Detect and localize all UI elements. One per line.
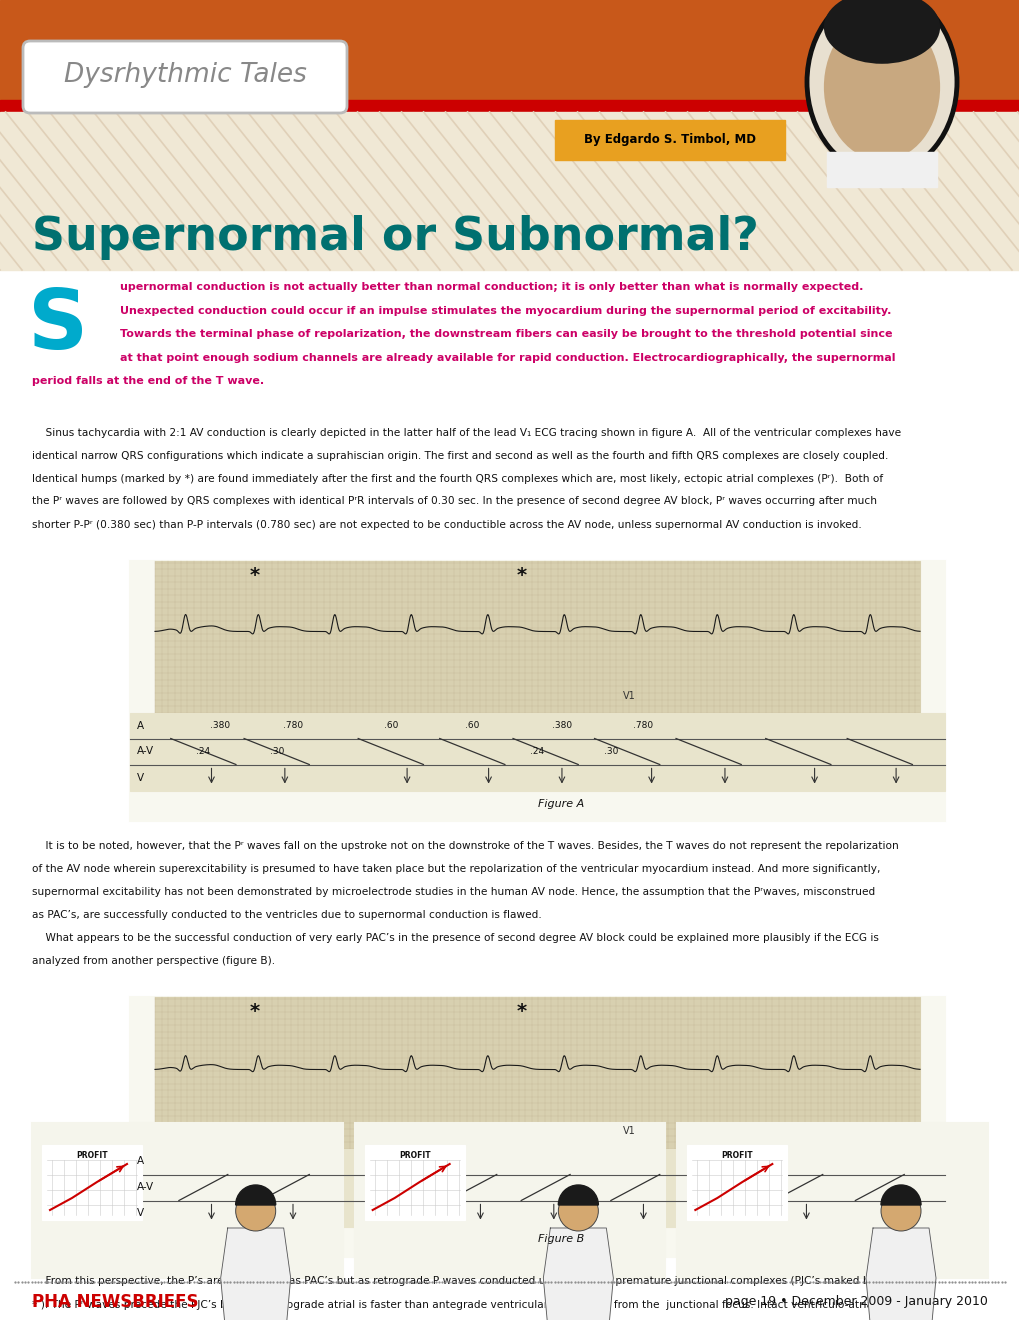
Text: What appears to be the successful conduction of very early PAC’s in the presence: What appears to be the successful conduc… (32, 932, 878, 942)
Text: .30: .30 (269, 747, 283, 756)
Text: *: * (517, 565, 527, 585)
Text: Sinus tachycardia with 2:1 AV conduction is clearly depicted in the latter half : Sinus tachycardia with 2:1 AV conduction… (32, 428, 900, 437)
Wedge shape (235, 1185, 275, 1205)
Wedge shape (557, 1185, 598, 1205)
Text: supernormal excitability has not been demonstrated by microelectrode studies in : supernormal excitability has not been de… (32, 887, 874, 896)
Wedge shape (880, 1185, 920, 1205)
Text: as PAC’s, are successfully conducted to the ventricles due to supernormal conduc: as PAC’s, are successfully conducted to … (32, 909, 541, 920)
Text: A-V: A-V (137, 1183, 154, 1192)
Bar (129, 561, 944, 821)
Bar (129, 997, 944, 1257)
Text: .380: .380 (209, 721, 229, 730)
Ellipse shape (806, 0, 956, 174)
Bar (355, 1123, 664, 1278)
Text: A-V: A-V (137, 747, 154, 756)
Bar (42, 1144, 142, 1220)
Ellipse shape (823, 13, 940, 161)
Circle shape (235, 1191, 275, 1232)
Text: PROFIT: PROFIT (76, 1151, 108, 1160)
Text: Supernormal or Subnormal?: Supernormal or Subnormal? (32, 215, 758, 260)
Text: V: V (137, 1209, 144, 1218)
Text: Identical humps (marked by *) are found immediately after the first and the four: Identical humps (marked by *) are found … (32, 474, 882, 483)
Text: .24: .24 (196, 747, 210, 756)
Text: V1: V1 (623, 1126, 635, 1137)
Text: .780: .780 (633, 721, 653, 730)
Text: .780: .780 (282, 721, 303, 730)
Text: shorter P-Pʳ (0.380 sec) than P-P intervals (0.780 sec) are not expected to be c: shorter P-Pʳ (0.380 sec) than P-P interv… (32, 520, 861, 529)
Bar (0, 0, 1019, 100)
Circle shape (557, 1191, 598, 1232)
Text: period falls at the end of the T wave.: period falls at the end of the T wave. (32, 376, 264, 385)
Bar (687, 1144, 787, 1220)
Text: upernormal conduction is not actually better than normal conduction; it is only : upernormal conduction is not actually be… (120, 282, 862, 292)
Text: A: A (137, 1156, 144, 1167)
Text: analyzed from another perspective (figure B).: analyzed from another perspective (figur… (32, 956, 275, 965)
Bar (677, 1123, 987, 1278)
Text: * ). The Pʳ waves precede the PJC’s because retrograde atrial is faster than ant: * ). The Pʳ waves precede the PJC’s beca… (32, 1299, 875, 1309)
Text: By Edgardo S. Timbol, MD: By Edgardo S. Timbol, MD (584, 133, 755, 147)
Text: From this perspective, the P’s are viewed not as PAC’s but as retrograde P waves: From this perspective, the P’s are viewe… (32, 1276, 875, 1287)
Text: Figure B: Figure B (537, 1234, 583, 1245)
Polygon shape (865, 1228, 935, 1320)
Polygon shape (220, 1228, 290, 1320)
Bar (0, 100, 1019, 112)
Text: the Pʳ waves are followed by QRS complexes with identical PʳR intervals of 0.30 : the Pʳ waves are followed by QRS complex… (32, 496, 876, 507)
Text: *: * (249, 1002, 259, 1020)
Text: PROFIT: PROFIT (720, 1151, 752, 1160)
Bar (365, 1144, 465, 1220)
Text: It is to be noted, however, that the Pʳ waves fall on the upstroke not on the do: It is to be noted, however, that the Pʳ … (32, 841, 898, 850)
Circle shape (880, 1191, 920, 1232)
Text: at that point enough sodium channels are already available for rapid conduction.: at that point enough sodium channels are… (120, 352, 895, 363)
Text: V: V (137, 772, 144, 783)
Bar (826, 152, 936, 187)
Text: *: * (249, 565, 259, 585)
Text: Figure A: Figure A (537, 799, 583, 808)
Text: of the AV node wherein superexcitability is presumed to have taken place but the: of the AV node wherein superexcitability… (32, 863, 879, 874)
Polygon shape (543, 1228, 612, 1320)
Bar (0, 112, 1019, 271)
Text: Unexpected conduction could occur if an impulse stimulates the myocardium during: Unexpected conduction could occur if an … (120, 305, 891, 315)
Text: .24: .24 (530, 747, 544, 756)
FancyBboxPatch shape (23, 41, 346, 114)
Bar (554, 120, 785, 160)
Ellipse shape (823, 0, 940, 63)
Text: S: S (28, 285, 88, 366)
Text: PROFIT: PROFIT (398, 1151, 430, 1160)
Text: .60: .60 (465, 721, 479, 730)
Text: .60: .60 (383, 721, 397, 730)
Bar (155, 561, 919, 713)
Text: page 19 • December 2009 - January 2010: page 19 • December 2009 - January 2010 (725, 1295, 987, 1308)
Text: A: A (137, 721, 144, 730)
Bar (32, 1123, 342, 1278)
Text: PHA NEWSBRIEFS: PHA NEWSBRIEFS (32, 1294, 199, 1311)
Text: .380: .380 (551, 721, 572, 730)
Text: *: * (517, 1002, 527, 1020)
Text: Towards the terminal phase of repolarization, the downstream fibers can easily b: Towards the terminal phase of repolariza… (120, 329, 892, 339)
Bar (129, 713, 944, 791)
Bar (155, 997, 919, 1148)
Text: identical narrow QRS configurations which indicate a suprahiscian origin. The fi: identical narrow QRS configurations whic… (32, 450, 888, 461)
Text: Dysrhythmic Tales: Dysrhythmic Tales (63, 62, 306, 88)
Text: .30: .30 (603, 747, 618, 756)
Bar (129, 1148, 944, 1226)
Text: V1: V1 (623, 690, 635, 701)
